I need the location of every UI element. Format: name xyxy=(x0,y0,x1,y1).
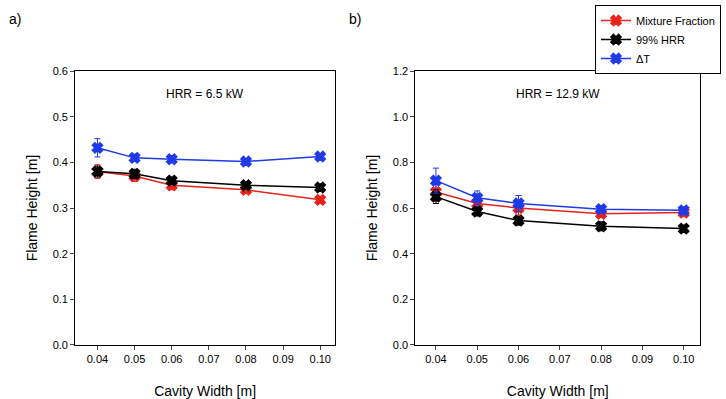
svg-text:0.04: 0.04 xyxy=(87,353,108,365)
svg-text:0.0: 0.0 xyxy=(393,339,408,351)
svg-text:0.06: 0.06 xyxy=(508,353,529,365)
svg-text:Cavity Width [m]: Cavity Width [m] xyxy=(154,383,256,399)
svg-text:ΔT: ΔT xyxy=(636,53,650,65)
svg-text:0.09: 0.09 xyxy=(272,353,293,365)
svg-text:0.05: 0.05 xyxy=(124,353,145,365)
svg-text:0.10: 0.10 xyxy=(310,353,331,365)
svg-text:0.4: 0.4 xyxy=(53,156,68,168)
svg-text:0.3: 0.3 xyxy=(53,202,68,214)
svg-text:a): a) xyxy=(9,11,21,27)
svg-text:1.0: 1.0 xyxy=(393,111,408,123)
svg-text:b): b) xyxy=(349,11,361,27)
svg-text:0.07: 0.07 xyxy=(549,353,570,365)
svg-text:0.07: 0.07 xyxy=(198,353,219,365)
svg-text:0.09: 0.09 xyxy=(632,353,653,365)
svg-text:HRR = 6.5 kW: HRR = 6.5 kW xyxy=(166,87,244,101)
svg-text:0.6: 0.6 xyxy=(393,202,408,214)
svg-text:0.08: 0.08 xyxy=(590,353,611,365)
svg-text:Mixture Fraction: Mixture Fraction xyxy=(636,15,715,27)
svg-text:Flame Height [m]: Flame Height [m] xyxy=(364,155,380,262)
svg-text:0.6: 0.6 xyxy=(53,65,68,77)
svg-text:0.04: 0.04 xyxy=(425,353,446,365)
svg-text:0.06: 0.06 xyxy=(161,353,182,365)
svg-text:0.10: 0.10 xyxy=(673,353,694,365)
svg-text:Flame Height [m]: Flame Height [m] xyxy=(24,155,40,262)
svg-text:0.0: 0.0 xyxy=(53,339,68,351)
svg-text:0.8: 0.8 xyxy=(393,156,408,168)
svg-text:0.4: 0.4 xyxy=(393,248,408,260)
svg-text:0.5: 0.5 xyxy=(53,111,68,123)
svg-text:0.2: 0.2 xyxy=(393,293,408,305)
svg-text:0.08: 0.08 xyxy=(235,353,256,365)
svg-text:1.2: 1.2 xyxy=(393,65,408,77)
svg-text:0.05: 0.05 xyxy=(467,353,488,365)
svg-text:0.1: 0.1 xyxy=(53,293,68,305)
svg-text:Cavity Width [m]: Cavity Width [m] xyxy=(507,383,609,399)
svg-text:99% HRR: 99% HRR xyxy=(636,34,685,46)
svg-text:HRR = 12.9 kW: HRR = 12.9 kW xyxy=(516,87,600,101)
svg-text:0.2: 0.2 xyxy=(53,248,68,260)
